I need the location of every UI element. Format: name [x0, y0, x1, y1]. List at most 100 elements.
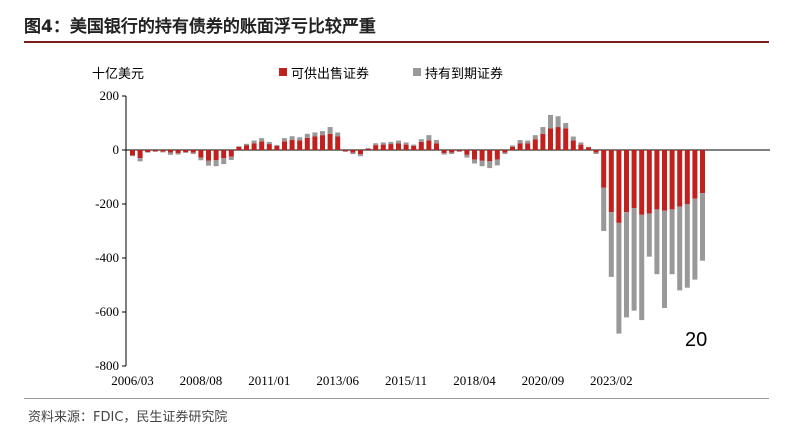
bar-afs: [502, 150, 508, 153]
bar-htm: [449, 152, 455, 155]
bar-afs: [494, 150, 500, 160]
bar-htm: [593, 152, 599, 155]
bar-htm: [662, 210, 667, 308]
bar-afs: [434, 143, 439, 150]
bar-afs: [137, 150, 143, 159]
annotation-label: 20: [685, 329, 707, 351]
bar-htm: [570, 136, 576, 141]
bar-afs: [684, 150, 690, 204]
y-axis-unit: 十亿美元: [92, 67, 144, 82]
bar-afs: [289, 139, 295, 150]
legend-swatch: [413, 68, 421, 76]
annotation-mask: [683, 326, 723, 338]
bar-htm: [244, 143, 249, 146]
bar-afs: [487, 150, 493, 162]
bar-afs: [479, 150, 485, 161]
bar-htm: [692, 198, 698, 280]
x-tick-label: 2013/06: [316, 373, 359, 388]
bar-afs: [282, 141, 287, 150]
bar-afs: [342, 150, 348, 152]
bar-htm: [646, 213, 652, 257]
bar-htm: [684, 204, 690, 288]
bar-afs: [190, 150, 196, 153]
bar-htm: [624, 212, 629, 318]
bar-htm: [145, 152, 151, 153]
bar-afs: [578, 144, 584, 150]
chart-title: 图4：美国银行的持有债券的账面浮亏比较严重: [24, 17, 376, 37]
bar-htm: [487, 161, 493, 169]
bar-afs: [540, 133, 546, 150]
bar-afs: [251, 143, 257, 150]
bar-htm: [418, 139, 424, 142]
bar-htm: [228, 156, 234, 160]
bar-afs: [532, 139, 538, 150]
x-tick-label: 2018/04: [453, 373, 496, 388]
bar-afs: [426, 140, 432, 150]
bar-htm: [137, 158, 143, 162]
bar-afs: [601, 150, 607, 188]
bar-afs: [312, 136, 318, 150]
bar-afs: [570, 140, 576, 150]
bar-afs: [662, 150, 667, 211]
bar-afs: [152, 150, 158, 152]
bar-afs: [320, 135, 325, 150]
legend-swatch: [279, 68, 287, 76]
bar-htm: [517, 140, 523, 144]
y-tick-label: -200: [95, 196, 119, 211]
bar-htm: [494, 159, 500, 166]
bar-afs: [198, 150, 204, 158]
bar-afs: [586, 147, 591, 150]
bar-afs: [396, 143, 401, 150]
bar-htm: [190, 152, 196, 155]
bar-afs: [639, 150, 645, 215]
bar-htm: [639, 214, 645, 321]
bar-htm: [282, 138, 287, 142]
bar-htm: [456, 151, 462, 152]
bar-afs: [206, 150, 211, 161]
bar-htm: [388, 141, 394, 145]
y-tick-label: -800: [95, 358, 119, 373]
bar-htm: [175, 153, 181, 155]
x-tick-label: 2011/01: [248, 373, 290, 388]
bar-afs: [616, 150, 622, 223]
bar-htm: [350, 152, 356, 155]
bar-afs: [548, 128, 553, 150]
bar-afs: [563, 128, 569, 150]
bar-afs: [631, 150, 637, 209]
bar-htm: [168, 152, 173, 155]
bar-afs: [669, 150, 675, 210]
bar-htm: [411, 144, 417, 146]
bar-htm: [525, 140, 531, 144]
bar-afs: [525, 143, 531, 150]
bar-afs: [510, 146, 515, 150]
bar-htm: [304, 133, 310, 138]
x-tick-label: 2023/02: [590, 373, 633, 388]
bar-htm: [441, 153, 447, 155]
bar-htm: [266, 141, 272, 145]
bar-afs: [304, 137, 310, 150]
bar-htm: [335, 132, 341, 137]
bar-afs: [221, 150, 227, 159]
bar-afs: [228, 150, 234, 157]
bar-afs: [555, 127, 561, 150]
bar-htm: [532, 135, 538, 140]
bar-afs: [213, 150, 219, 161]
bar-htm: [342, 151, 348, 152]
bar-afs: [472, 150, 477, 160]
bar-htm: [213, 160, 219, 167]
bar-htm: [259, 138, 265, 142]
bar-htm: [251, 140, 257, 144]
bar-htm: [669, 209, 675, 275]
bar-afs: [464, 150, 470, 155]
bar-afs: [327, 133, 333, 150]
bar-htm: [297, 137, 303, 141]
bars-group: [130, 114, 705, 334]
bar-htm: [358, 154, 363, 157]
bar-afs: [358, 150, 363, 155]
bar-afs: [373, 145, 379, 150]
bar-htm: [373, 143, 379, 146]
bar-afs: [183, 150, 189, 153]
bar-htm: [380, 142, 386, 145]
bar-afs: [259, 141, 265, 150]
bar-htm: [677, 206, 683, 291]
